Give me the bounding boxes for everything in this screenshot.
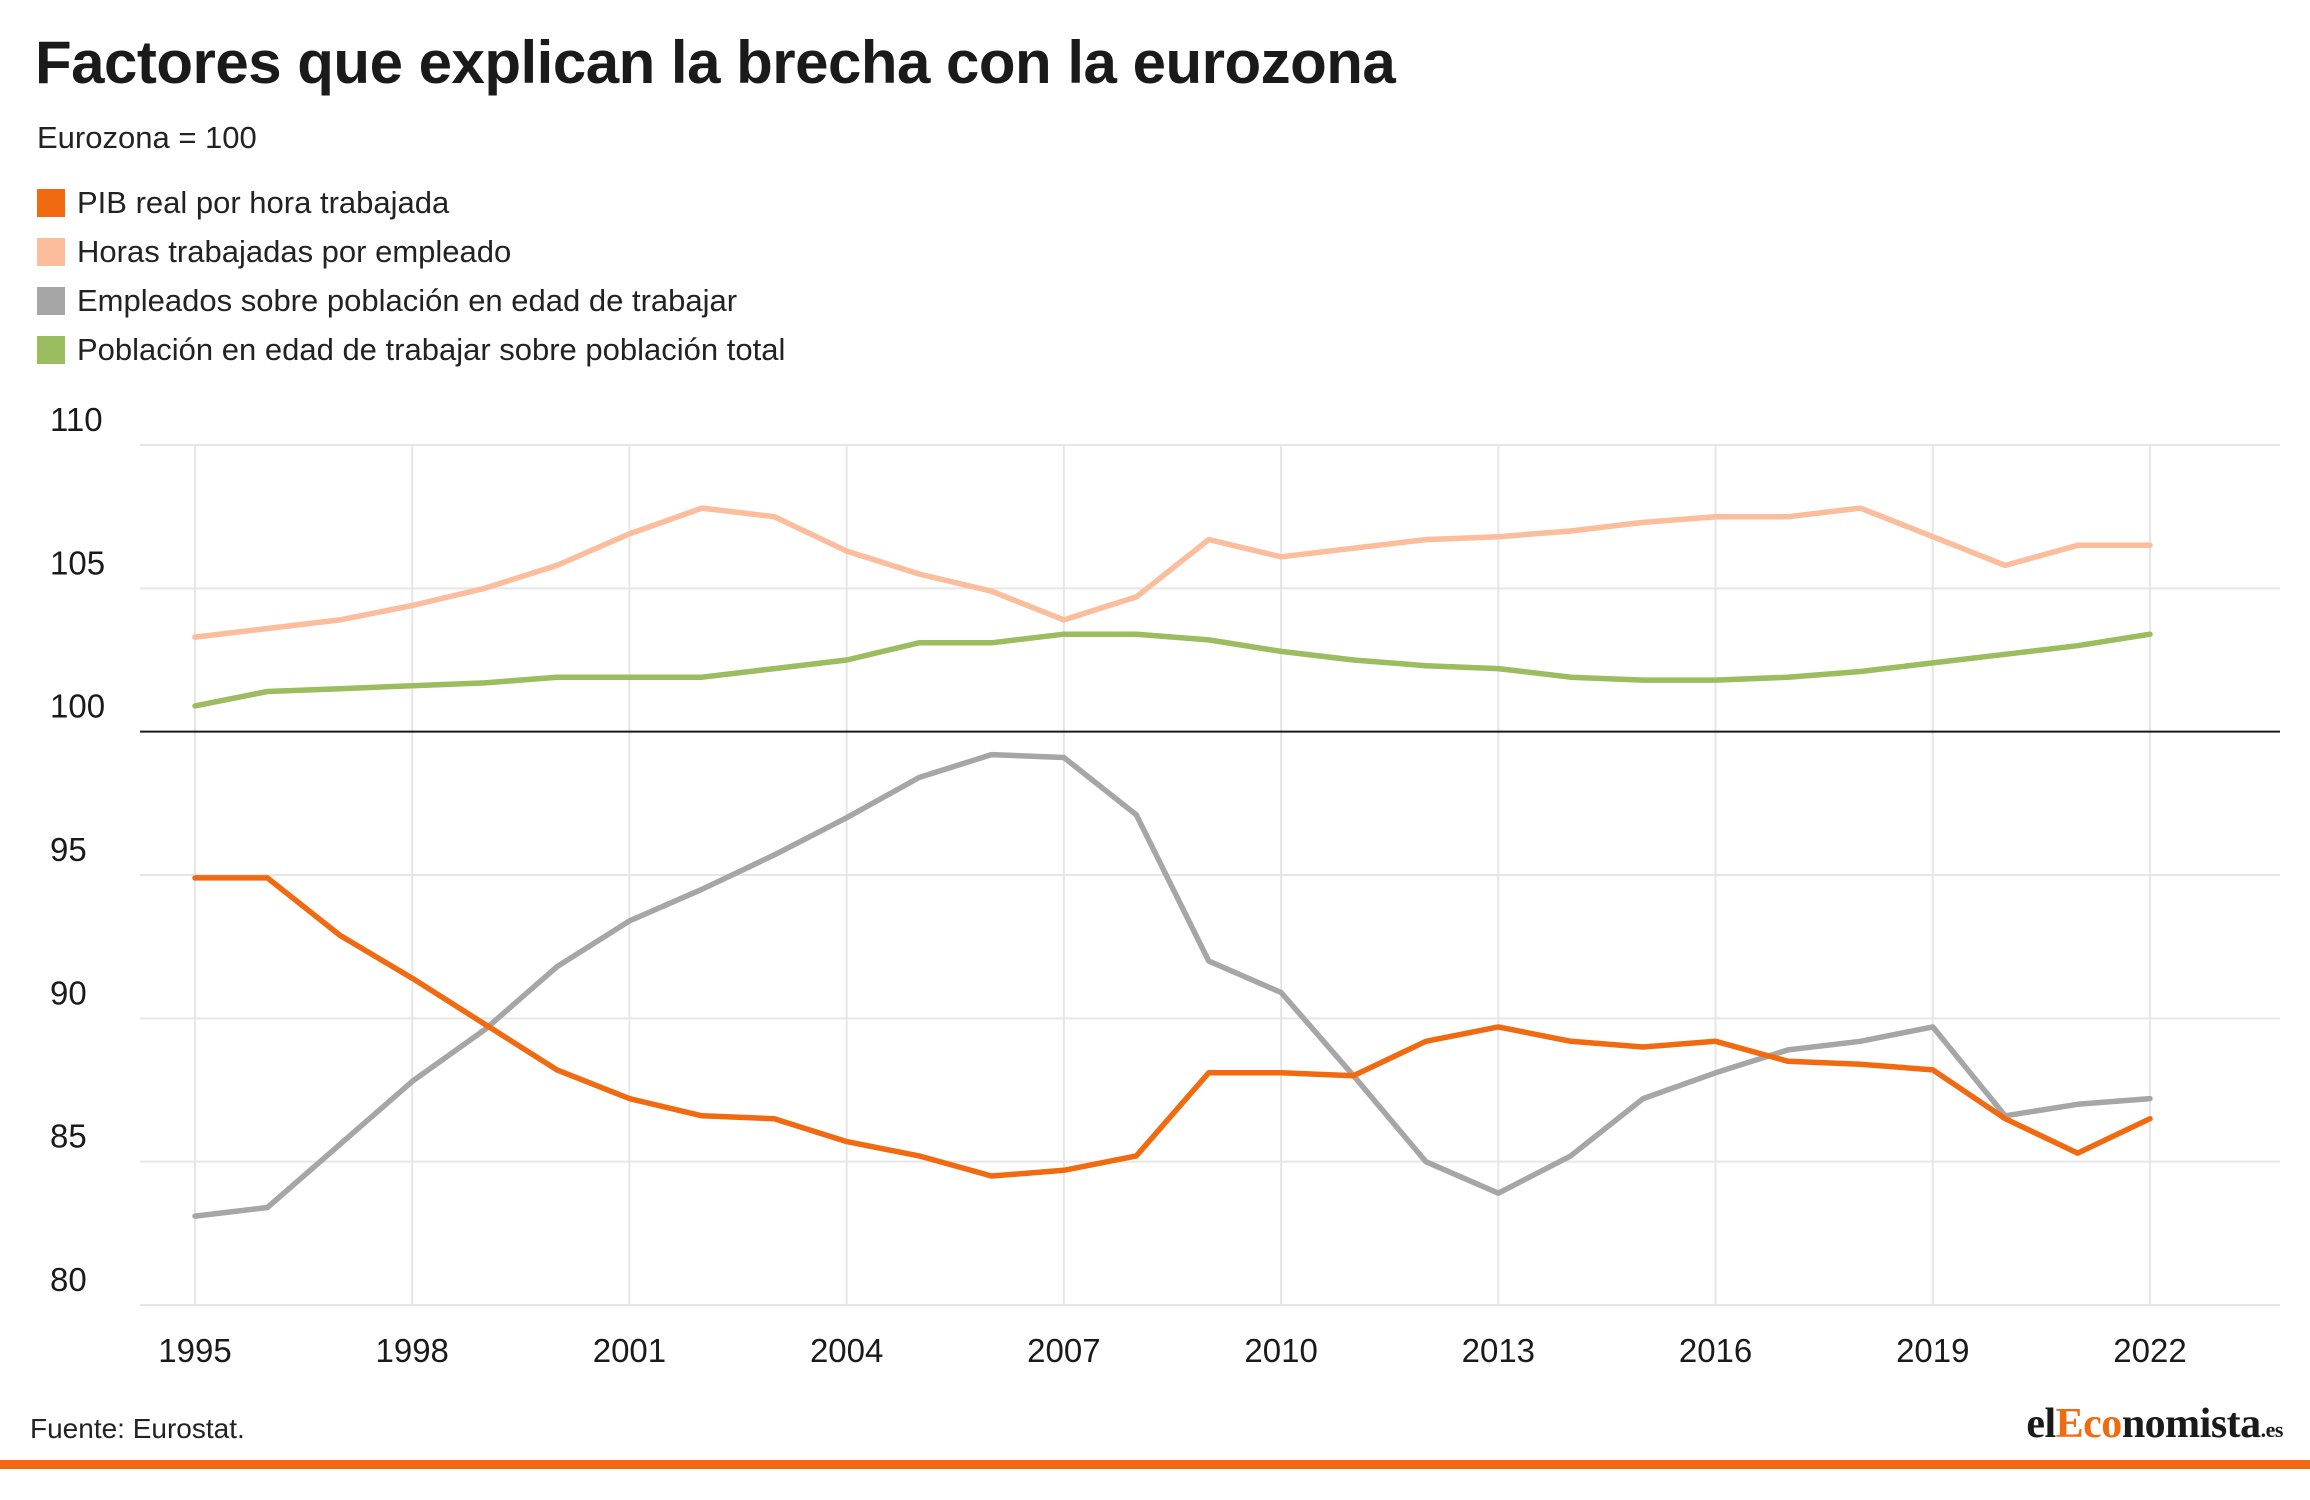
logo-suffix: .es — [2260, 1417, 2284, 1442]
x-tick-label: 2001 — [593, 1332, 666, 1369]
x-tick-label: 2007 — [1027, 1332, 1100, 1369]
logo-accent: Eco — [2055, 1401, 2123, 1447]
x-tick-label: 1995 — [158, 1332, 231, 1369]
x-tick-label: 2019 — [1896, 1332, 1969, 1369]
x-axis-tick-labels: 1995 1998 2001 2004 2007 2010 2013 2016 2019 2022 — [158, 1332, 2186, 1369]
legend-label: Empleados sobre población en edad de tra… — [77, 282, 738, 318]
legend-label: Población en edad de trabajar sobre pobl… — [77, 331, 786, 367]
legend-swatch — [37, 237, 65, 266]
x-tick-label: 2004 — [810, 1332, 883, 1369]
y-tick-label: 80 — [50, 1261, 87, 1298]
series-lines — [192, 505, 2153, 1219]
source-note: Fuente: Eurostat. — [30, 1413, 245, 1444]
y-axis-tick-labels: 80 85 90 95 100 105 110 — [50, 401, 105, 1298]
legend-label: PIB real por hora trabajada — [77, 184, 450, 220]
y-tick-label: 85 — [50, 1118, 87, 1155]
x-tick-label: 2013 — [1462, 1332, 1535, 1369]
logo-rest: nomista — [2121, 1401, 2261, 1447]
brand-bar — [0, 1460, 2310, 1469]
legend-swatch — [37, 188, 65, 217]
legend-item: Horas trabajadas por empleado — [37, 227, 785, 276]
series-line-1 — [192, 505, 2153, 640]
y-tick-label: 95 — [50, 831, 87, 868]
line-chart: 80 85 90 95 100 105 110 1995 1998 2001 2004 2007 20… — [50, 401, 2280, 1369]
vertical-gridlines — [194, 445, 2151, 1305]
series-line-3 — [192, 631, 2153, 709]
y-tick-label: 105 — [50, 544, 105, 581]
legend-item: PIB real por hora trabajada — [37, 178, 785, 227]
logo-prefix: el — [2026, 1401, 2056, 1447]
chart-title: Factores que explican la brecha con la e… — [35, 29, 1396, 96]
y-tick-label: 90 — [50, 974, 87, 1011]
legend-swatch — [37, 286, 65, 315]
series-line-2 — [192, 751, 2153, 1219]
legend-swatch — [37, 335, 65, 364]
x-tick-label: 1998 — [376, 1332, 449, 1369]
y-tick-label: 100 — [50, 688, 105, 725]
legend-item: Empleados sobre población en edad de tra… — [37, 276, 785, 325]
legend-item: Población en edad de trabajar sobre pobl… — [37, 325, 785, 374]
y-tick-label: 110 — [50, 401, 103, 438]
legend: PIB real por hora trabajada Horas trabaja… — [37, 178, 785, 374]
x-tick-label: 2016 — [1679, 1332, 1752, 1369]
series-line-0 — [192, 875, 2153, 1179]
publisher-logo[interactable]: elEconomista.es — [2026, 1400, 2283, 1448]
legend-label: Horas trabajadas por empleado — [77, 233, 512, 269]
horizontal-gridlines — [140, 444, 2280, 1306]
chart-subtitle: Eurozona = 100 — [37, 120, 257, 155]
x-tick-label: 2022 — [2113, 1332, 2186, 1369]
x-tick-label: 2010 — [1244, 1332, 1317, 1369]
